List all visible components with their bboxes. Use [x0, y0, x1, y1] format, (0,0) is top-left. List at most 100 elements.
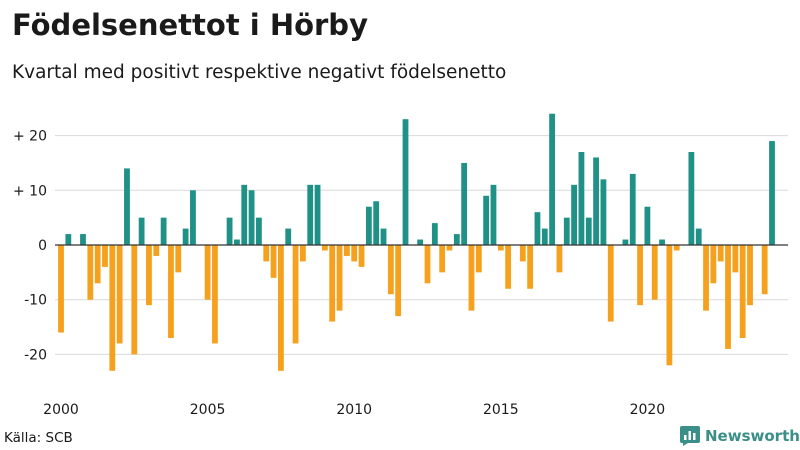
bar: [285, 228, 292, 245]
bar: [263, 245, 270, 262]
bar: [505, 245, 512, 289]
bar: [380, 228, 387, 245]
bar: [688, 152, 695, 245]
bar: [769, 141, 775, 245]
bar: [351, 245, 358, 262]
bar: [475, 245, 482, 273]
x-axis-tick-labels: 2000 2005 2010 2015 2020: [43, 402, 665, 418]
x-tick-label: 2010: [336, 402, 372, 418]
bar: [739, 245, 746, 338]
bar: [732, 245, 739, 273]
bar: [607, 245, 614, 322]
bar: [343, 245, 350, 256]
bar: [109, 245, 116, 371]
bar: [659, 239, 665, 245]
bar: [703, 245, 709, 311]
bar: [248, 190, 255, 245]
bar: [747, 245, 753, 306]
bar: [58, 245, 64, 333]
bar: [556, 245, 563, 273]
bar: [695, 228, 702, 245]
bar: [490, 184, 497, 245]
bar: [336, 245, 343, 311]
bar: [541, 228, 548, 245]
bar: [468, 245, 475, 311]
bar: [395, 245, 402, 317]
bar: [365, 206, 372, 245]
y-axis-tick-labels: + 20 + 10 0 -10 -20: [13, 129, 47, 364]
bar: [175, 245, 182, 273]
bar: [483, 195, 490, 245]
x-tick-label: 2015: [483, 402, 519, 418]
bar: [431, 223, 438, 245]
bar: [138, 217, 145, 245]
bar: [424, 245, 431, 284]
bar: [168, 245, 174, 338]
bar: [146, 245, 152, 306]
bar: [519, 245, 526, 262]
bar: [761, 245, 768, 295]
bar: [204, 245, 211, 300]
bar: [717, 245, 724, 262]
x-tick-label: 2020: [630, 402, 666, 418]
bar: [497, 245, 504, 251]
bar: [94, 245, 101, 284]
brand-name: Newsworthy: [705, 427, 800, 445]
chart-subtitle: Kvartal med positivt respektive negativt…: [12, 62, 507, 83]
bar: [417, 239, 424, 245]
y-tick-label: 0: [38, 238, 47, 254]
bar: [226, 217, 233, 245]
bar: [307, 184, 314, 245]
bar: [439, 245, 446, 273]
y-tick-label: + 20: [13, 129, 47, 145]
bar: [314, 184, 321, 245]
bar: [124, 168, 130, 245]
bar: [270, 245, 277, 278]
bar: [453, 234, 460, 245]
bar: [190, 190, 196, 245]
bars: [58, 113, 775, 371]
bar: [131, 245, 138, 355]
bar: [160, 217, 167, 245]
bar: [637, 245, 643, 306]
brand-logo: Newsworthy: [680, 426, 800, 446]
bar: [549, 113, 556, 245]
bar: [571, 184, 577, 245]
bar: [725, 245, 731, 349]
bar: [585, 217, 592, 245]
y-tick-label: -10: [24, 293, 47, 309]
bar: [651, 245, 658, 300]
bar: [329, 245, 336, 322]
bar: [644, 206, 651, 245]
bar: [563, 217, 570, 245]
bar: [373, 201, 380, 245]
bar: [578, 152, 585, 245]
x-tick-label: 2000: [43, 402, 79, 418]
bar: [534, 212, 541, 245]
bar: [234, 239, 240, 245]
bar: [593, 157, 599, 245]
x-tick-label: 2005: [190, 402, 226, 418]
y-tick-label: -20: [24, 347, 47, 363]
source-note: Källa: SCB: [4, 430, 73, 446]
bar: [278, 245, 284, 371]
bar: [212, 245, 218, 344]
bar: [87, 245, 94, 300]
bar: [153, 245, 160, 256]
bar: [182, 228, 189, 245]
bar: [673, 245, 680, 251]
bar: [527, 245, 534, 289]
bar: [241, 184, 248, 245]
bar: [461, 162, 468, 245]
bar: [600, 179, 607, 245]
bar: [666, 245, 673, 366]
bar: [292, 245, 299, 344]
bar: [65, 234, 72, 245]
bar: [80, 234, 86, 245]
bar: [116, 245, 123, 344]
bar: [358, 245, 365, 267]
bar: [299, 245, 306, 262]
y-tick-label: + 10: [13, 183, 47, 199]
bar: [622, 239, 629, 245]
